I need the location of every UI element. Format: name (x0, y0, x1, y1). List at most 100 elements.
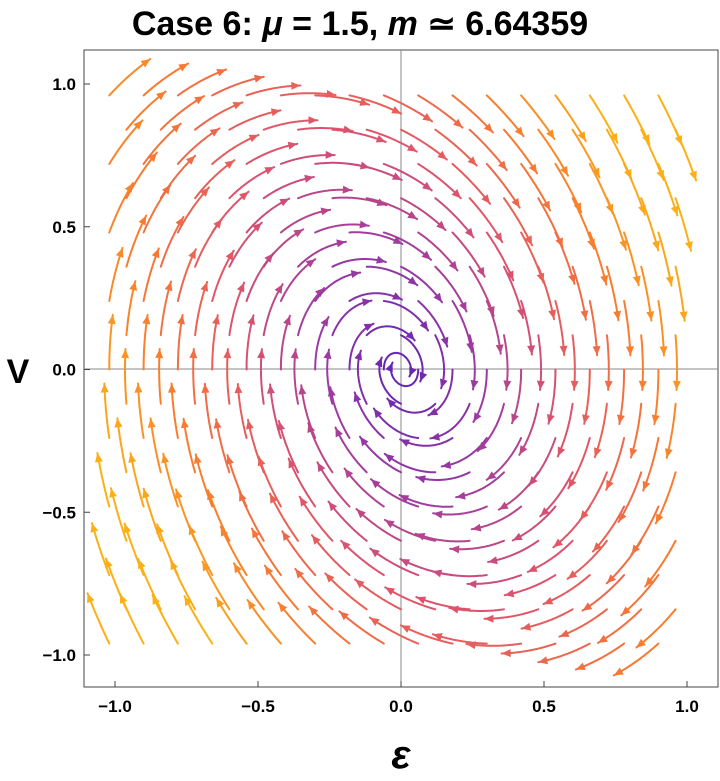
streamline-arrowhead (374, 357, 383, 368)
streamline (665, 402, 677, 459)
streamline-arrowhead (466, 641, 476, 650)
streamline (279, 314, 291, 371)
x-tick-label: −0.5 (241, 697, 275, 716)
streamline-arrowhead (577, 131, 586, 142)
streamline-arrowhead (528, 163, 538, 174)
streamline (142, 247, 160, 302)
streamline (356, 349, 368, 405)
streamline (434, 197, 475, 239)
streamline-arrowhead (353, 392, 362, 403)
streamline-arrowhead (511, 198, 520, 208)
ticks: −1.0 −0.5 0.0 0.5 1.0 −1.0 −0.5 0.0 0.5 1.0 (42, 75, 698, 716)
streamline-arrowhead (632, 275, 641, 286)
streamline-arrowhead (161, 453, 170, 464)
streamline-arrowhead (629, 447, 638, 458)
streamline (518, 402, 540, 456)
streamline-arrowhead (184, 596, 193, 607)
streamline (348, 322, 375, 371)
streamline-arrowhead (484, 614, 494, 623)
streamline (228, 281, 246, 337)
streamline (211, 133, 260, 165)
streamline (640, 265, 653, 322)
streamline (485, 162, 521, 209)
streamline (526, 539, 574, 573)
streamline (448, 606, 505, 612)
streamline-arrowhead (391, 106, 402, 114)
streamline-arrowhead (467, 580, 477, 589)
streamline-arrowhead (486, 471, 497, 480)
streamline-arrowhead (327, 387, 336, 397)
streamline (623, 94, 651, 145)
streamline (162, 452, 179, 508)
y-axis-label: V (7, 353, 30, 391)
streamline-arrowhead (375, 135, 386, 143)
streamline (617, 471, 643, 523)
streamline-arrowhead (252, 222, 262, 232)
streamline (170, 382, 179, 439)
streamline-arrowhead (151, 248, 160, 259)
streamline (630, 505, 660, 556)
streamline-arrowhead (293, 229, 304, 238)
streamline (520, 94, 556, 140)
streamline-arrowhead (220, 526, 229, 537)
streamline-arrowhead (470, 379, 479, 390)
streamline-arrowhead (651, 414, 660, 425)
streamline-arrowhead (638, 204, 646, 215)
streamline (593, 402, 608, 459)
streamline-arrowhead (213, 419, 222, 429)
streamline-arrowhead (573, 202, 582, 213)
streamline (211, 190, 250, 234)
streamline-arrowhead (580, 310, 589, 320)
x-tick-label: 0.0 (389, 697, 413, 716)
streamline-arrowhead (308, 116, 318, 125)
streamline (657, 300, 665, 357)
streamline (329, 386, 351, 439)
streamline-arrowhead (542, 200, 551, 211)
streamline-arrowhead (168, 383, 176, 393)
streamline-arrowhead (655, 513, 664, 524)
streamline (520, 231, 545, 284)
streamline (314, 223, 370, 234)
streamline-arrowhead (224, 160, 235, 169)
streamline-arrowhead (107, 314, 116, 325)
streamline-arrowhead (387, 398, 397, 408)
streamline-arrowhead (194, 96, 204, 105)
streamline-arrowhead (433, 510, 443, 519)
streamline (192, 348, 197, 405)
streamline (86, 592, 111, 645)
streamline-arrowhead (384, 519, 395, 529)
streamline-arrowhead (251, 528, 260, 539)
streamline-arrowhead (295, 568, 304, 579)
streamline (324, 572, 368, 611)
streamline-arrowhead (617, 414, 625, 424)
streamline (618, 368, 626, 425)
streamline (281, 530, 317, 577)
streamline-arrowhead (642, 134, 650, 144)
streamline-arrowhead (679, 311, 688, 321)
streamline (415, 471, 471, 481)
streamline-arrowhead (685, 241, 693, 251)
streamline-arrowhead (373, 408, 383, 419)
streamline (429, 402, 471, 440)
streamline (654, 471, 677, 525)
streamline-arrowhead (467, 156, 477, 166)
streamline (537, 642, 591, 664)
streamline (365, 197, 419, 221)
streamline-arrowhead (264, 565, 274, 576)
streamline-arrowhead (567, 570, 578, 579)
streamline-arrowhead (216, 69, 227, 77)
streamline (571, 334, 576, 391)
streamline-arrowhead (433, 292, 442, 303)
streamline-arrowhead (672, 380, 681, 390)
streamline (558, 608, 608, 638)
streamline (466, 574, 523, 585)
streamline-arrowhead (613, 667, 624, 676)
streamline (159, 95, 205, 131)
streamline (297, 240, 347, 268)
streamline (511, 368, 523, 425)
streamline-arrowhead (498, 501, 509, 510)
streamline-arrowhead (407, 276, 418, 286)
streamline-arrowhead (189, 349, 198, 359)
streamline (108, 119, 144, 165)
streamline-arrowhead (670, 205, 679, 216)
